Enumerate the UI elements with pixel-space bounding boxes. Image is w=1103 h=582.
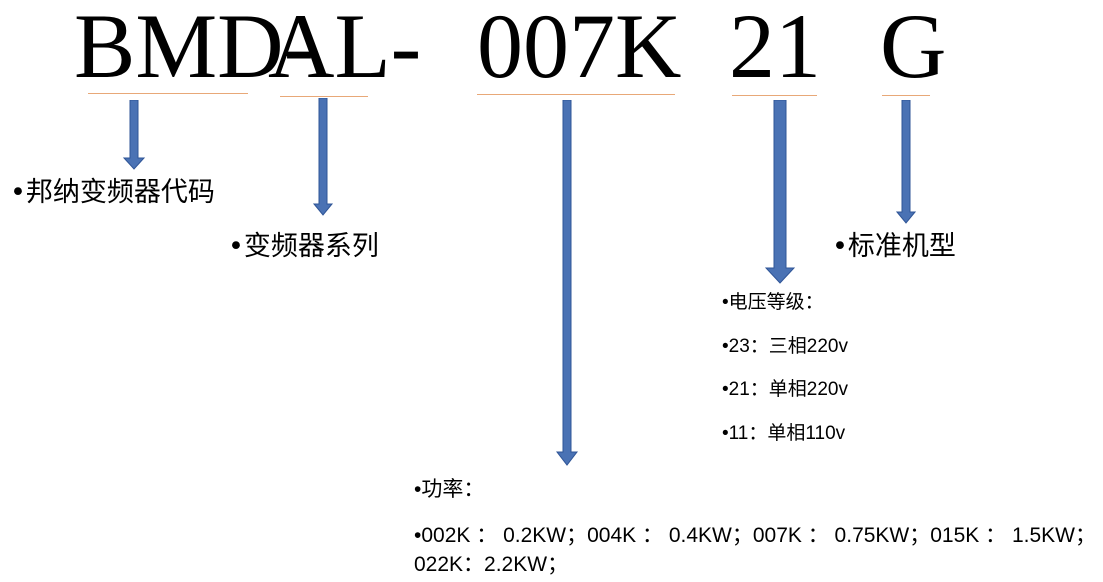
underline-model	[882, 95, 930, 96]
label-voltage-title: •电压等级：	[722, 292, 824, 313]
label-inverter-series: •变频器系列	[228, 231, 379, 262]
arrow-model-icon	[896, 100, 916, 224]
label-voltage-item: •11：单相110v	[722, 423, 846, 444]
label-power-title: •功率：	[414, 478, 485, 501]
arrow-series-icon	[312, 98, 334, 216]
label-vendor-code: •邦纳变频器代码	[10, 177, 215, 208]
underline-voltage	[732, 95, 817, 96]
code-part-brand: BMD-	[74, 0, 315, 97]
label-power-values: •002K：0.2KW；004K：0.4KW；007K：0.75KW；015K：…	[414, 524, 1096, 576]
label-voltage-item: •21：单相220v	[722, 379, 848, 400]
arrow-voltage-icon	[765, 100, 795, 284]
underline-power	[477, 94, 675, 95]
label-standard-model: •标准机型	[832, 231, 956, 262]
arrow-power-icon	[555, 100, 579, 466]
arrow-brand-icon	[122, 100, 146, 170]
underline-series	[280, 96, 368, 97]
underline-brand	[88, 93, 248, 94]
code-part-voltage: 21	[729, 0, 821, 97]
code-part-series: AL-	[268, 0, 422, 97]
label-voltage-item: •23：三相220v	[722, 336, 848, 357]
code-part-model: G	[880, 0, 947, 97]
code-part-power: 007K	[477, 0, 682, 97]
